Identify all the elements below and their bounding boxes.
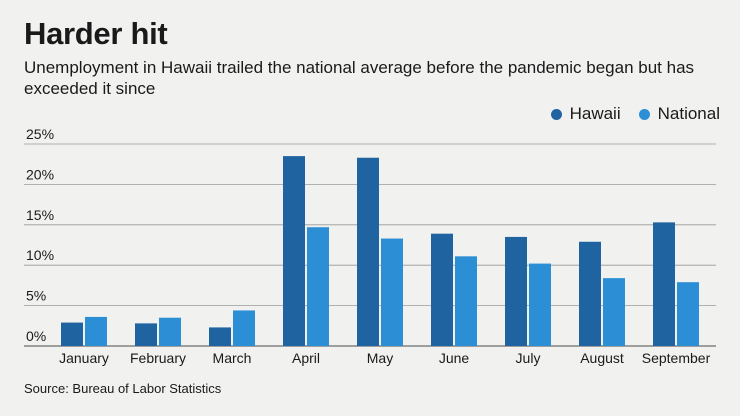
- y-tick-label: 25%: [26, 126, 54, 142]
- y-axis-ticks: 0% 5% 10% 15% 20% 25%: [26, 126, 54, 344]
- x-tick-label: January: [59, 350, 109, 366]
- bar-hawaii-september: [653, 222, 675, 346]
- bar-national-march: [233, 310, 255, 346]
- bar-hawaii-july: [505, 236, 527, 346]
- bar-national-april: [307, 227, 329, 346]
- bar-national-june: [455, 256, 477, 346]
- x-tick-label: August: [580, 350, 624, 366]
- x-tick-label: March: [213, 350, 252, 366]
- bar-hawaii-june: [431, 233, 453, 346]
- bar-national-february: [159, 317, 181, 346]
- legend-label-national: National: [657, 104, 720, 123]
- bar-hawaii-january: [61, 322, 83, 346]
- bar-national-september: [677, 282, 699, 346]
- chart-title: Harder hit: [24, 16, 168, 51]
- x-tick-label: July: [516, 350, 541, 366]
- legend-item-hawaii: Hawaii: [550, 104, 621, 124]
- bar-hawaii-august: [579, 241, 601, 346]
- y-tick-label: 0%: [26, 328, 46, 344]
- y-tick-label: 15%: [26, 207, 54, 223]
- y-tick-label: 10%: [26, 247, 54, 263]
- legend-item-national: National: [638, 104, 720, 124]
- legend-label-hawaii: Hawaii: [569, 104, 621, 123]
- bar-national-july: [529, 263, 551, 346]
- bar-hawaii-february: [135, 323, 157, 346]
- bar-national-january: [85, 316, 107, 346]
- bar-hawaii-may: [357, 157, 379, 346]
- x-tick-label: April: [292, 350, 320, 366]
- bar-national-august: [603, 278, 625, 346]
- chart-subtitle: Unemployment in Hawaii trailed the natio…: [24, 58, 695, 98]
- y-tick-label: 20%: [26, 166, 54, 182]
- x-tick-label: February: [130, 350, 186, 366]
- legend: Hawaii National: [533, 104, 720, 124]
- bars: [61, 156, 699, 346]
- bar-hawaii-march: [209, 327, 231, 346]
- x-tick-label: May: [367, 350, 393, 366]
- x-axis-ticks: January February March April May June July Augu…: [59, 350, 710, 366]
- bar-hawaii-april: [283, 156, 305, 346]
- bar-national-may: [381, 238, 403, 346]
- source-note: Source: Bureau of Labor Statistics: [24, 381, 222, 396]
- legend-swatch-hawaii: [550, 108, 562, 120]
- x-tick-label: June: [439, 350, 470, 366]
- y-tick-label: 5%: [26, 288, 46, 304]
- legend-swatch-national: [638, 108, 650, 120]
- x-tick-label: September: [642, 350, 711, 366]
